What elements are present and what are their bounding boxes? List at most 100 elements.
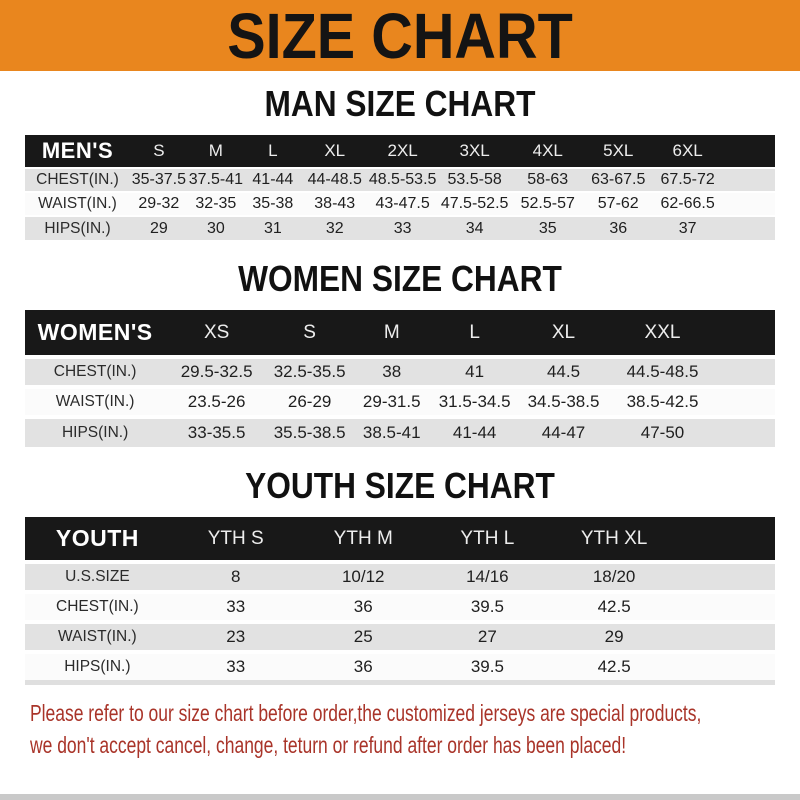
size-column-header: YTH L: [460, 527, 515, 549]
size-value: 41-44: [452, 423, 497, 442]
size-value: 47.5-52.5: [440, 195, 509, 212]
size-value: 23.5-26: [187, 392, 246, 411]
size-column-header: M: [383, 321, 400, 343]
size-value: 34: [465, 219, 484, 237]
size-column-header: YTH XL: [580, 527, 648, 549]
size-value: 26-29: [287, 392, 332, 411]
sections-container: MAN SIZE CHART MEN'S S M L XL 2XL 3XL 4XL 5XL 6XL…: [0, 85, 800, 685]
size-value: 58-63: [527, 171, 569, 188]
table-body: CHEST(IN.) 35-37.5 37.5-41 41-44 44-48.5 48.5…: [25, 168, 775, 240]
size-value: 44.5: [546, 362, 581, 381]
size-value: 32: [325, 219, 344, 237]
measurement-label: WAIST(IN.): [38, 195, 117, 212]
size-column-header: S: [153, 141, 165, 160]
row-filler: [678, 562, 775, 592]
table-row: WAIST(IN.) 23.5-26 26-29 29-31.5 31.5-34.5 34…: [25, 387, 775, 417]
table-body: CHEST(IN.) 29.5-32.5 32.5-35.5 38 41 44.5 44.5…: [25, 357, 775, 447]
size-value: 35.5-38.5: [273, 423, 346, 442]
size-value: 63-67.5: [591, 171, 646, 188]
table-group-label: MEN'S: [41, 138, 114, 163]
measurement-label: CHEST(IN.): [36, 171, 119, 188]
section-heading-text: WOMEN SIZE CHART: [238, 258, 562, 299]
size-column-header: XXL: [644, 321, 681, 343]
size-chart-section: YOUTH SIZE CHART YOUTH YTH S YTH M YTH L YTH…: [0, 467, 800, 685]
size-column-header: 4XL: [532, 141, 563, 160]
measurement-label: CHEST(IN.): [53, 363, 137, 380]
size-value: 38.5-41: [362, 423, 421, 442]
section-heading: WOMEN SIZE CHART: [0, 260, 800, 298]
row-filler: [678, 652, 775, 682]
row-filler: [678, 622, 775, 652]
table-body: U.S.SIZE 8 10/12 14/16 18/20 CHEST(IN.) 33 36 39…: [25, 562, 775, 682]
size-value: 33: [226, 597, 246, 616]
size-value: 39.5: [470, 597, 504, 616]
size-value: 33-35.5: [187, 423, 246, 442]
measurement-label: WAIST(IN.): [58, 628, 137, 645]
size-value: 32-35: [195, 195, 237, 212]
notice-line-1: Please refer to our size chart before or…: [30, 699, 702, 726]
size-table: MEN'S S M L XL 2XL 3XL 4XL 5XL 6XL CHEST(IN.) 35-3…: [25, 135, 775, 240]
size-value: 29: [149, 219, 168, 237]
size-value: 44.5-48.5: [626, 362, 699, 381]
table-row: WAIST(IN.) 23 25 27 29: [25, 622, 775, 652]
table-row: WAIST(IN.) 29-32 32-35 35-38 38-43 43-47.5 47.…: [25, 192, 775, 216]
size-value: 42.5: [597, 656, 631, 676]
size-column-header: 3XL: [459, 141, 490, 160]
size-value: 42.5: [597, 597, 631, 616]
size-column-header: 6XL: [672, 141, 703, 160]
size-value: 48.5-53.5: [368, 171, 437, 188]
measurement-label: U.S.SIZE: [65, 568, 130, 585]
table-header-row: YOUTH YTH S YTH M YTH L YTH XL: [25, 517, 775, 562]
size-value: 31.5-34.5: [438, 392, 511, 411]
size-column-header: S: [303, 321, 316, 343]
size-value: 35: [538, 219, 557, 237]
size-column-header: L: [469, 321, 480, 343]
size-value: 31: [263, 219, 282, 237]
size-value: 27: [477, 627, 497, 646]
size-column-header: XL: [324, 141, 346, 160]
size-column-header: L: [268, 141, 278, 160]
row-filler: [715, 417, 775, 447]
size-value: 35-37.5: [131, 171, 186, 188]
section-heading-text: MAN SIZE CHART: [264, 83, 536, 124]
measurement-label: HIPS(IN.): [44, 219, 111, 237]
measurement-label: HIPS(IN.): [61, 424, 129, 441]
size-value: 38-43: [314, 195, 356, 212]
measurement-label: CHEST(IN.): [56, 598, 139, 615]
size-value: 23: [226, 627, 246, 646]
section-heading: YOUTH SIZE CHART: [0, 467, 800, 505]
size-value: 34.5-38.5: [527, 392, 600, 411]
table-row: HIPS(IN.) 33 36 39.5 42.5: [25, 652, 775, 682]
row-filler: [722, 216, 775, 240]
size-column-header: 2XL: [387, 141, 418, 160]
size-column-header: YTH M: [333, 527, 393, 549]
size-column-header: XL: [551, 321, 576, 343]
size-value: 62-66.5: [660, 195, 715, 212]
section-heading-text: YOUTH SIZE CHART: [245, 465, 555, 506]
size-value: 25: [353, 627, 373, 646]
header-filler: [678, 517, 775, 562]
size-value: 41-44: [252, 171, 294, 188]
table-row: HIPS(IN.) 33-35.5 35.5-38.5 38.5-41 41-44 44-…: [25, 417, 775, 447]
table-row: U.S.SIZE 8 10/12 14/16 18/20: [25, 562, 775, 592]
row-filler: [678, 592, 775, 622]
size-column-header: 5XL: [603, 141, 634, 160]
size-value: 33: [226, 656, 246, 676]
row-filler: [722, 168, 775, 192]
size-value: 53.5-58: [447, 171, 502, 188]
size-value: 39.5: [470, 656, 504, 676]
size-value: 33: [393, 219, 412, 237]
measurement-label: HIPS(IN.): [64, 657, 131, 675]
row-filler: [715, 387, 775, 417]
size-value: 52.5-57: [520, 195, 575, 212]
header-filler: [715, 310, 775, 357]
table-group-label: YOUTH: [55, 525, 139, 551]
page-title: SIZE CHART: [227, 0, 573, 72]
size-value: 18/20: [592, 567, 636, 586]
size-value: 36: [353, 656, 373, 676]
size-table: WOMEN'S XS S M L XL XXL CHEST(IN.) 29.5-32.5 32.…: [25, 310, 775, 447]
table-header-row: MEN'S S M L XL 2XL 3XL 4XL 5XL 6XL: [25, 135, 775, 168]
size-value: 10/12: [341, 567, 385, 586]
size-value: 29-32: [138, 195, 180, 212]
